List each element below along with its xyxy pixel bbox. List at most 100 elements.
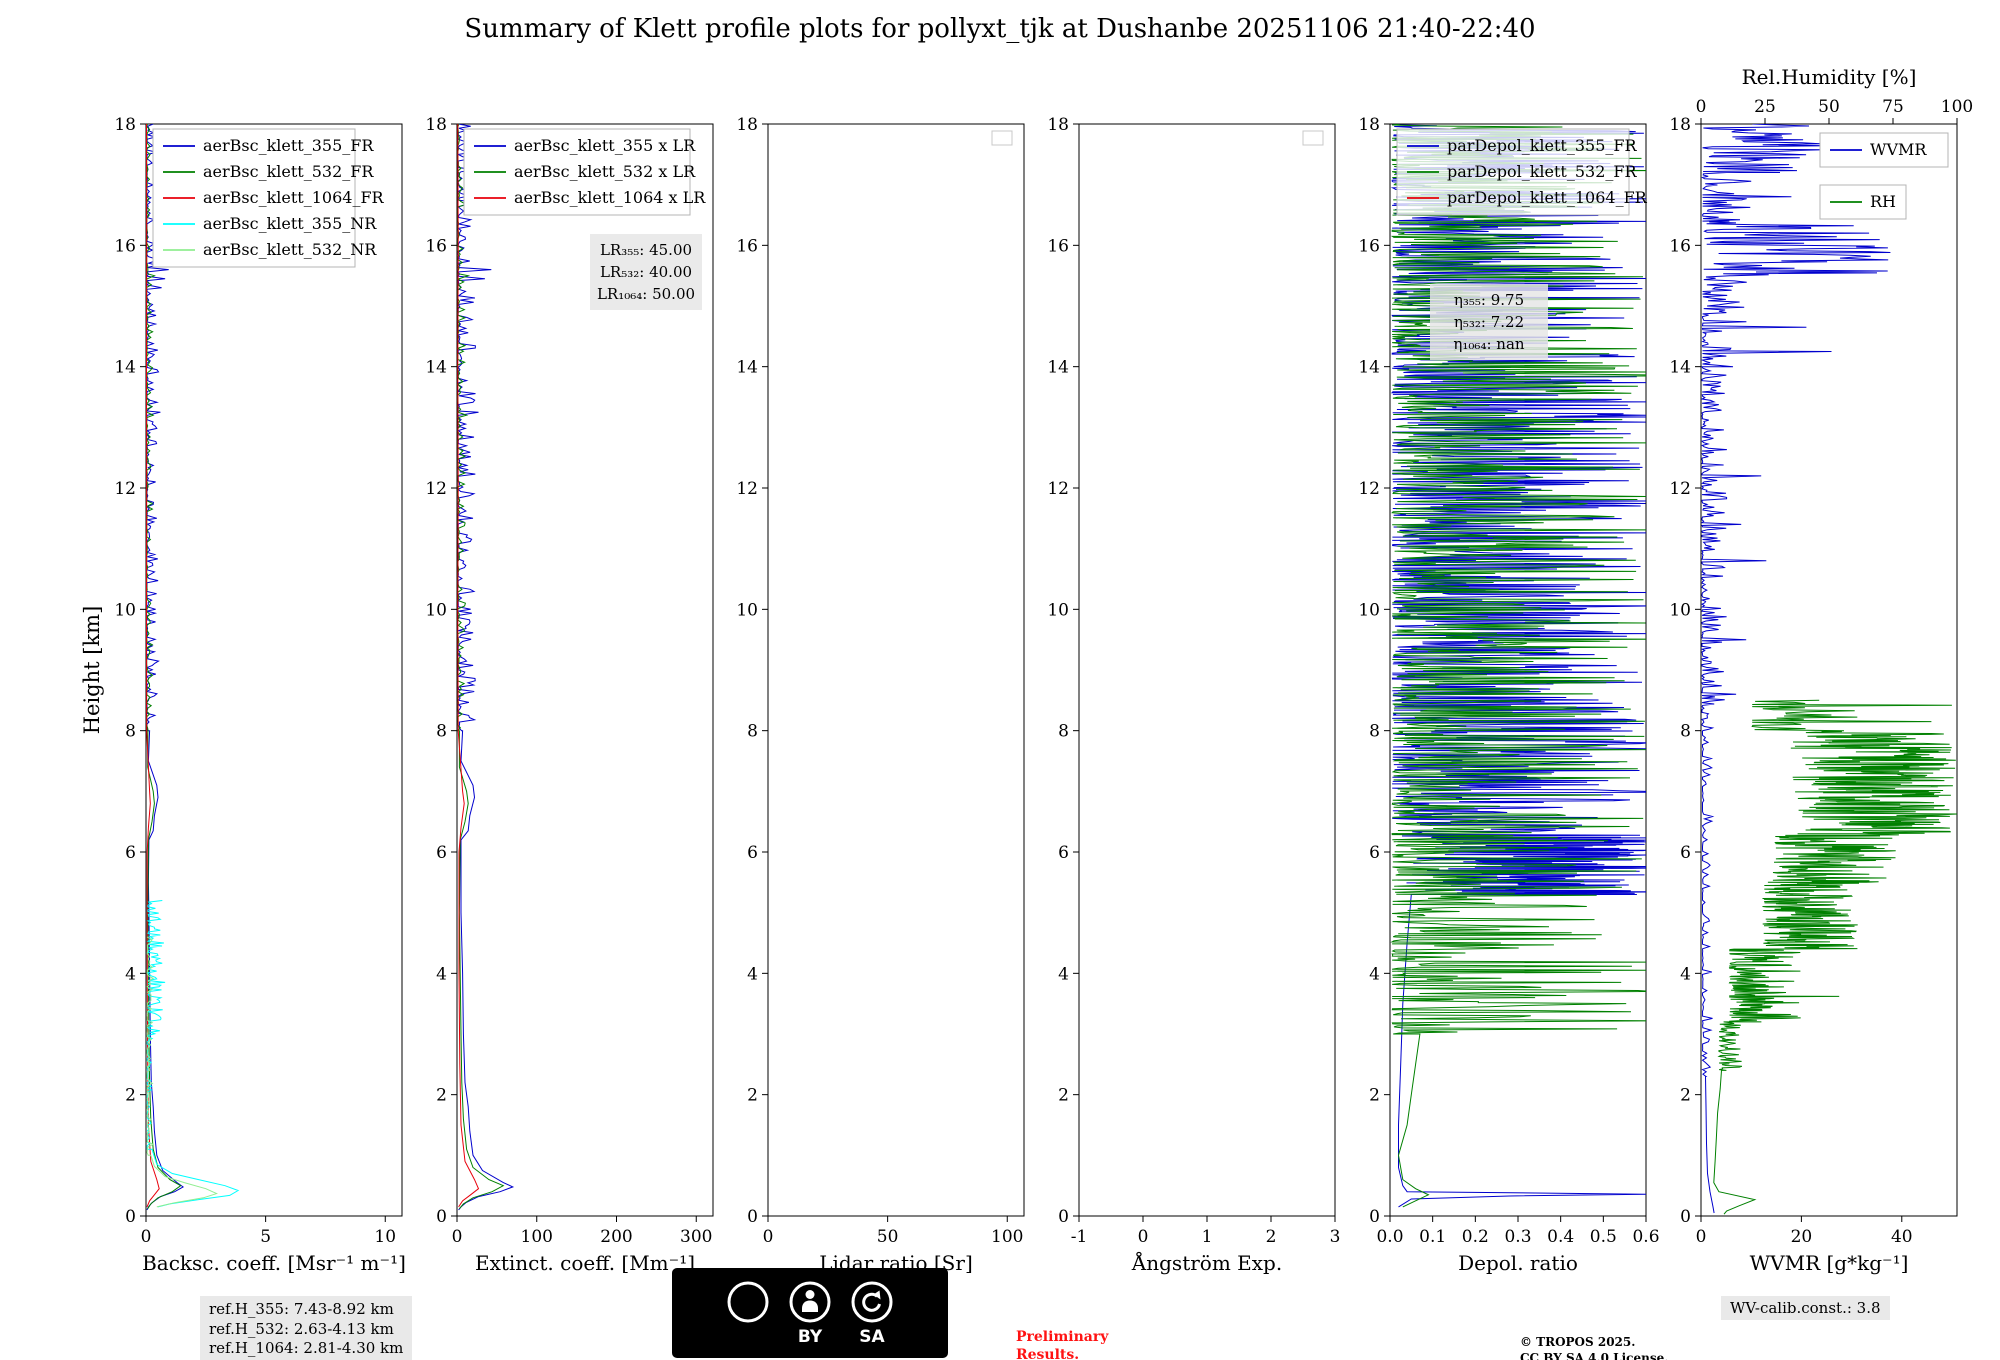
series-aerBsc_klett_1064_x_LR bbox=[457, 124, 480, 1208]
legend-label: aerBsc_klett_1064 x LR bbox=[514, 188, 706, 207]
legend-label: aerBsc_klett_532 x LR bbox=[514, 162, 696, 181]
y-tick-label: 18 bbox=[114, 115, 136, 135]
annotation-line: LR₅₃₂: 40.00 bbox=[600, 263, 692, 281]
series-aerBsc_klett_532_NR bbox=[146, 936, 218, 1208]
x-axis-label: WVMR [g*kg⁻¹] bbox=[1750, 1251, 1909, 1275]
series-aerBsc_klett_355_x_LR bbox=[457, 124, 515, 1211]
x-tick-label: 0 bbox=[763, 1227, 774, 1247]
y-axis-label: Height [km] bbox=[80, 605, 104, 735]
y-tick-label: 12 bbox=[114, 479, 136, 499]
x-tick-label: 0 bbox=[1138, 1227, 1149, 1247]
legend-label: WVMR bbox=[1870, 140, 1927, 159]
copyright-line-1: © TROPOS 2025. bbox=[1520, 1335, 1636, 1349]
ref-h-1064: ref.H_1064: 2.81-4.30 km bbox=[209, 1339, 404, 1357]
x-tick-label: 0 bbox=[452, 1227, 463, 1247]
x-axis-label: Backsc. coeff. [Msr⁻¹ m⁻¹] bbox=[142, 1251, 406, 1275]
x-tick-label: 50 bbox=[877, 1227, 899, 1247]
y-tick-label: 10 bbox=[1047, 600, 1069, 620]
y-tick-label: 6 bbox=[436, 843, 447, 863]
y-tick-label: 14 bbox=[736, 358, 758, 378]
x-tick-label: 0.1 bbox=[1419, 1227, 1446, 1247]
y-tick-label: 0 bbox=[125, 1207, 136, 1227]
cc-license-badge: CC BY SA bbox=[672, 1268, 948, 1358]
axes-frame bbox=[456, 123, 714, 1217]
top-tick-label: 50 bbox=[1818, 97, 1840, 117]
y-tick-label: 16 bbox=[736, 236, 758, 256]
y-tick-label: 2 bbox=[747, 1086, 758, 1106]
top-tick-label: 0 bbox=[1696, 97, 1707, 117]
x-tick-label: 2 bbox=[1266, 1227, 1277, 1247]
x-axis-label: Extinct. coeff. [Mm⁻¹] bbox=[475, 1251, 695, 1275]
x-tick-label: 0.2 bbox=[1462, 1227, 1489, 1247]
y-tick-label: 14 bbox=[1358, 358, 1380, 378]
ref-h-355: ref.H_355: 7.43-8.92 km bbox=[209, 1300, 394, 1318]
y-tick-label: 4 bbox=[747, 964, 758, 984]
top-tick-label: 75 bbox=[1882, 97, 1904, 117]
y-tick-label: 0 bbox=[1058, 1207, 1069, 1227]
x-tick-label: 0.3 bbox=[1504, 1227, 1531, 1247]
y-tick-label: 8 bbox=[125, 722, 136, 742]
y-tick-label: 2 bbox=[1369, 1086, 1380, 1106]
annotation-line: LR₁₀₆₄: 50.00 bbox=[597, 285, 695, 303]
legend-box-empty bbox=[991, 130, 1013, 146]
legend-label: aerBsc_klett_355 x LR bbox=[514, 136, 696, 155]
y-tick-label: 8 bbox=[1680, 722, 1691, 742]
series-aerBsc_klett_532_FR bbox=[146, 124, 182, 1209]
figure-title: Summary of Klett profile plots for polly… bbox=[464, 14, 1536, 44]
x-tick-label: 0.5 bbox=[1590, 1227, 1617, 1247]
x-axis-label: Depol. ratio bbox=[1458, 1251, 1578, 1275]
y-tick-label: 2 bbox=[1680, 1086, 1691, 1106]
top-axis-label: Rel.Humidity [%] bbox=[1742, 65, 1917, 89]
legend-label: parDepol_klett_355_FR bbox=[1447, 136, 1638, 155]
by-person-icon bbox=[789, 1281, 831, 1322]
annotation-line: η₅₃₂: 7.22 bbox=[1454, 313, 1524, 331]
x-tick-label: 0 bbox=[141, 1227, 152, 1247]
y-tick-label: 10 bbox=[1358, 600, 1380, 620]
series-aerBsc_klett_532_x_LR bbox=[457, 124, 505, 1210]
y-tick-label: 18 bbox=[425, 115, 447, 135]
x-tick-label: 5 bbox=[260, 1227, 271, 1247]
series-RH bbox=[1713, 699, 1957, 1215]
y-tick-label: 8 bbox=[747, 722, 758, 742]
y-tick-label: 0 bbox=[1680, 1207, 1691, 1227]
y-tick-label: 12 bbox=[425, 479, 447, 499]
legend-label: aerBsc_klett_1064_FR bbox=[203, 188, 385, 207]
y-tick-label: 18 bbox=[1669, 115, 1691, 135]
cc-icons-row: CC bbox=[726, 1280, 894, 1324]
x-tick-label: 0.4 bbox=[1547, 1227, 1574, 1247]
y-tick-label: 12 bbox=[1358, 479, 1380, 499]
wv-calib-note: WV-calib.const.: 3.8 bbox=[1721, 1296, 1890, 1320]
reference-heights-box: ref.H_355: 7.43-8.92 km ref.H_532: 2.63-… bbox=[200, 1296, 413, 1360]
y-tick-label: 18 bbox=[1047, 115, 1069, 135]
copyright-note: © TROPOS 2025. CC BY SA 4.0 License. bbox=[1520, 1334, 1668, 1360]
y-tick-label: 12 bbox=[1047, 479, 1069, 499]
y-tick-label: 12 bbox=[736, 479, 758, 499]
axes-frame bbox=[145, 123, 403, 1217]
axes-frame bbox=[1700, 123, 1958, 1217]
sa-arrow-icon bbox=[851, 1281, 893, 1322]
cc-icon: CC bbox=[727, 1281, 769, 1322]
y-tick-label: 16 bbox=[114, 236, 136, 256]
x-tick-label: 0 bbox=[1696, 1227, 1707, 1247]
y-tick-label: 16 bbox=[1047, 236, 1069, 256]
panel-depol-ratio: 0.0 0.1 0.2 0.3 0.4 0.5 0.6 0 2 4 6 8 10 12 14 16 18 Depo… bbox=[1358, 115, 1659, 1275]
y-tick-label: 18 bbox=[1358, 115, 1380, 135]
x-tick-label: 3 bbox=[1330, 1227, 1341, 1247]
x-tick-label: 100 bbox=[521, 1227, 553, 1247]
y-tick-label: 16 bbox=[1669, 236, 1691, 256]
legend-box-empty bbox=[1302, 130, 1324, 146]
x-tick-label: -1 bbox=[1071, 1227, 1088, 1247]
series-aerBsc_klett_355_FR bbox=[146, 124, 185, 1211]
series-aerBsc_klett_355_NR bbox=[146, 900, 240, 1208]
y-tick-label: 8 bbox=[1058, 722, 1069, 742]
copyright-line-2: CC BY SA 4.0 License. bbox=[1520, 1351, 1669, 1360]
y-tick-label: 8 bbox=[1369, 722, 1380, 742]
x-tick-label: 300 bbox=[680, 1227, 712, 1247]
annotation-box bbox=[590, 234, 702, 310]
y-tick-label: 14 bbox=[425, 358, 447, 378]
x-tick-label: 0.6 bbox=[1632, 1227, 1659, 1247]
y-tick-label: 6 bbox=[747, 843, 758, 863]
